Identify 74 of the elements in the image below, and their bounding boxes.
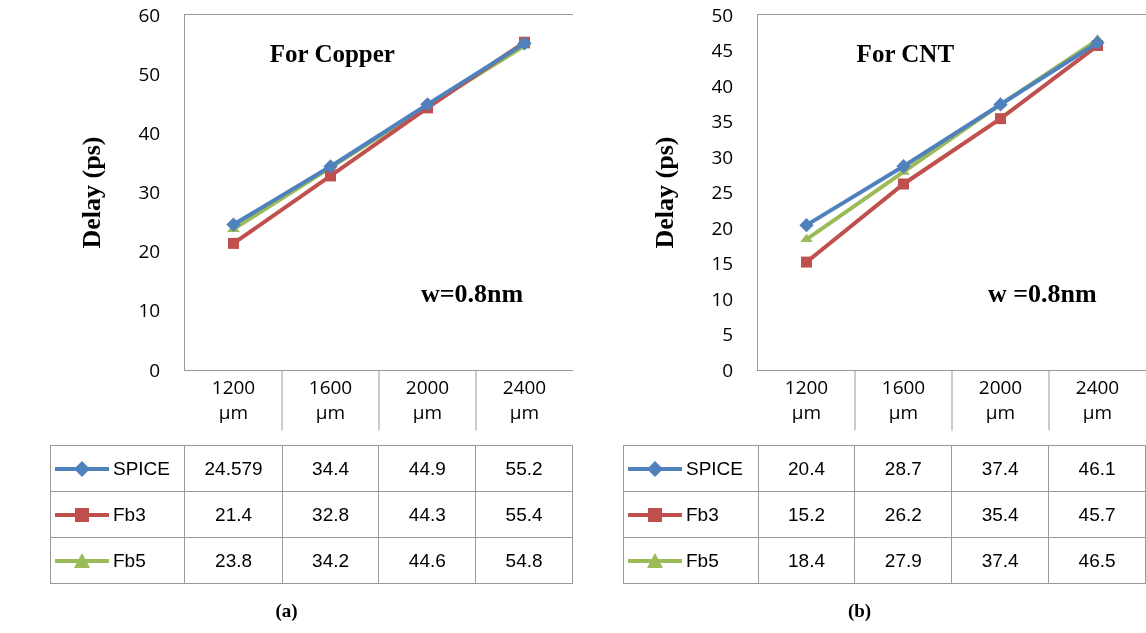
data-label: 27.9 (854, 537, 952, 584)
x-tick-label: 2400 µm (502, 373, 547, 425)
data-label: 55.4 (475, 491, 573, 538)
data-label: 34.4 (282, 445, 379, 492)
x-tick-label: 1600 µm (881, 373, 926, 425)
y-tick-label: 35 (711, 108, 734, 135)
y-tick-label: 30 (711, 143, 734, 170)
data-label: 55.2 (475, 445, 573, 492)
data-label: 26.2 (854, 491, 952, 538)
y-tick-label: 40 (138, 119, 161, 146)
text: For Copper (269, 40, 395, 67)
point (896, 159, 911, 174)
data-label: 37.4 (951, 537, 1049, 584)
legend-label: Fb3 (113, 503, 146, 525)
y-tick-label: 20 (711, 214, 734, 241)
text: For CNT (856, 40, 955, 67)
y-tick-label: 0 (722, 356, 734, 383)
y-tick-label: 25 (711, 179, 734, 206)
y-tick-label: 60 (138, 1, 161, 28)
data-label: 18.4 (758, 537, 855, 584)
data-label: 44.9 (378, 445, 476, 492)
annotation: w =0.8nm (988, 279, 1098, 308)
legend-label: Fb3 (686, 503, 719, 525)
data-label: 45.7 (1048, 491, 1146, 538)
point (995, 113, 1006, 125)
data-label: 54.8 (475, 537, 573, 584)
data-label: 35.4 (951, 491, 1049, 538)
data-label: 28.7 (854, 445, 952, 492)
y-axis-title: Delay (ps) (76, 136, 106, 249)
y-tick-label: 10 (138, 297, 161, 324)
point (898, 178, 909, 190)
data-label: 46.1 (1048, 445, 1146, 492)
x-tick-label: 1600 µm (308, 373, 353, 425)
data-label: 21.4 (184, 491, 283, 538)
data-label: 44.3 (378, 491, 476, 538)
legend-label: Fb5 (686, 549, 719, 571)
data-label: 34.2 (282, 537, 379, 584)
point (228, 237, 239, 249)
legend-label: Fb5 (113, 549, 146, 571)
data-label: 15.2 (758, 491, 855, 538)
point (800, 233, 813, 243)
x-tick-label: 1200 µm (784, 373, 829, 425)
data-label: 32.8 (282, 491, 379, 538)
y-tick-label: 5 (722, 321, 734, 348)
text: (a) (274, 600, 299, 622)
y-tick-label: 15 (711, 250, 734, 277)
annotation: w=0.8nm (421, 279, 524, 308)
data-label: 37.4 (951, 445, 1049, 492)
y-tick-label: 30 (138, 179, 161, 206)
data-label: 46.5 (1048, 537, 1146, 584)
data-label: 23.8 (184, 537, 283, 584)
point (799, 218, 814, 233)
text: (b) (846, 600, 873, 622)
legend-label: SPICE (686, 457, 744, 479)
point (1090, 35, 1105, 50)
point (226, 217, 241, 232)
y-tick-label: 20 (138, 238, 161, 265)
x-tick-label: 2400 µm (1075, 373, 1120, 425)
data-label: 20.4 (758, 445, 855, 492)
legend-label: SPICE (113, 457, 171, 479)
y-tick-label: 45 (711, 37, 734, 64)
y-tick-label: 0 (149, 356, 161, 383)
point (801, 256, 812, 268)
x-tick-label: 1200 µm (211, 373, 256, 425)
x-tick-label: 2000 µm (978, 373, 1023, 425)
y-tick-label: 40 (711, 72, 734, 99)
y-axis-title: Delay (ps) (649, 136, 679, 249)
y-tick-label: 50 (711, 1, 734, 28)
point (993, 97, 1008, 112)
y-tick-label: 10 (711, 285, 734, 312)
data-label: 24.579 (184, 445, 283, 492)
x-tick-label: 2000 µm (405, 373, 450, 425)
y-tick-label: 50 (138, 60, 161, 87)
data-label: 44.6 (378, 537, 476, 584)
